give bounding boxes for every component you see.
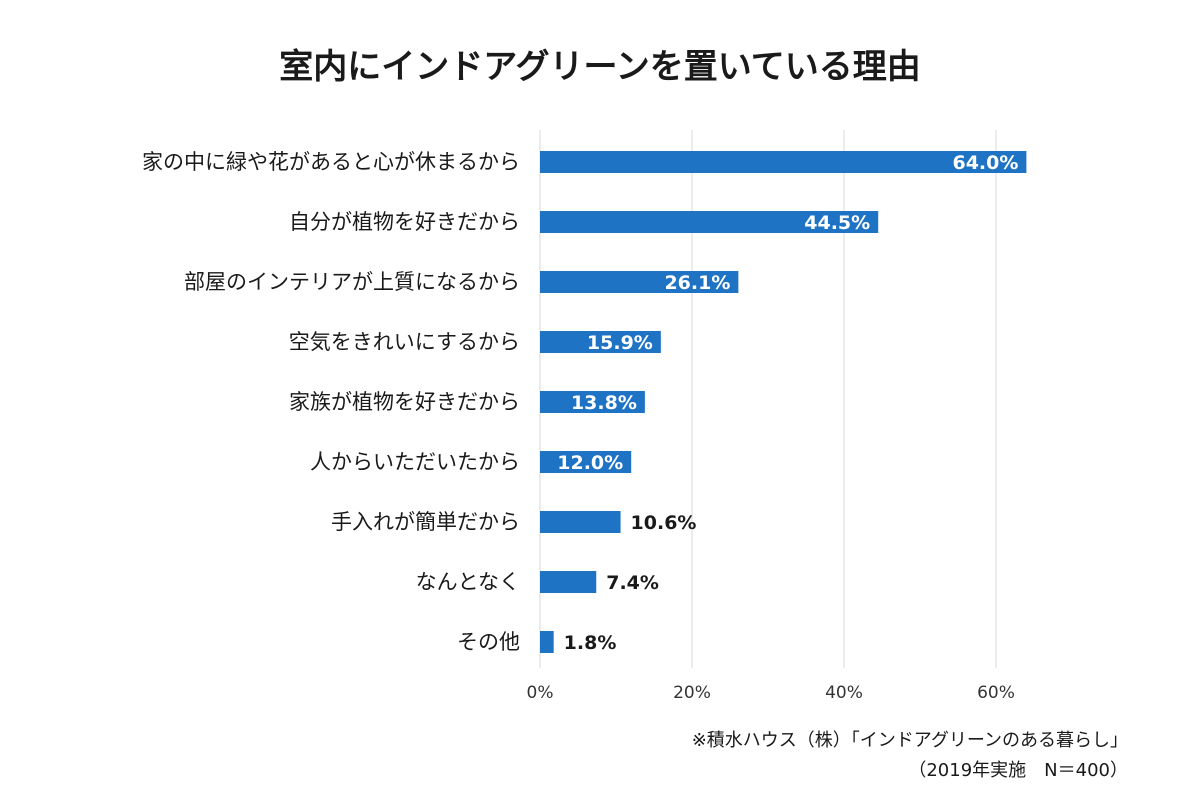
bar (540, 271, 739, 293)
x-tick-label: 20% (673, 683, 711, 703)
value-label: 13.8% (571, 392, 637, 414)
source-note-line2: （2019年実施 N＝400） (908, 760, 1128, 781)
value-label: 12.0% (557, 452, 623, 474)
category-label: 家族が植物を好きだから (289, 390, 520, 414)
bar (540, 451, 632, 473)
value-label: 7.4% (606, 572, 659, 594)
bar (540, 631, 554, 653)
value-label: 10.6% (631, 512, 697, 534)
value-label: 15.9% (587, 332, 653, 354)
category-label: 手入れが簡単だから (331, 510, 520, 534)
value-label: 64.0% (952, 152, 1018, 174)
category-label: 自分が植物を好きだから (289, 210, 520, 234)
source-note-line1: ※積水ハウス（株）「インドアグリーンのある暮らし」 (692, 730, 1128, 751)
value-label: 26.1% (664, 272, 730, 294)
x-tick-label: 0% (527, 683, 554, 703)
category-label: 空気をきれいにするから (289, 330, 520, 354)
category-label: 部屋のインテリアが上質になるから (184, 270, 520, 294)
x-tick-label: 60% (977, 683, 1015, 703)
bar (540, 511, 621, 533)
bar (540, 391, 645, 413)
category-label: その他 (457, 630, 520, 654)
bar (540, 331, 661, 353)
x-axis-ticks: 0% 20% 40% 60% (527, 683, 1015, 703)
chart-title: 室内にインドアグリーンを置いている理由 (279, 47, 921, 87)
bar (540, 571, 597, 593)
category-label: なんとなく (416, 570, 520, 594)
bar-layer (540, 151, 1027, 653)
value-label: 44.5% (804, 212, 870, 234)
bar (540, 211, 879, 233)
category-label: 人からいただいたから (310, 450, 520, 474)
x-tick-label: 40% (825, 683, 863, 703)
value-label: 1.8% (564, 632, 617, 654)
label-layer: 家の中に緑や花があると心が休まるから 64.0% 自分が植物を好きだから 44.5% 部… (142, 150, 1018, 654)
category-label: 家の中に緑や花があると心が休まるから (142, 150, 520, 174)
bar (540, 151, 1027, 173)
